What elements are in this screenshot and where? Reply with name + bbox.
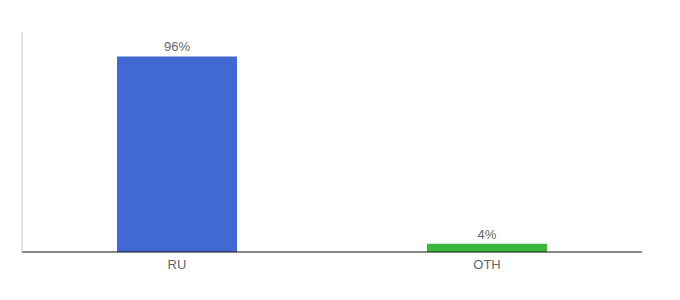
svg-text:4%: 4% — [478, 227, 497, 242]
svg-text:96%: 96% — [164, 39, 190, 54]
svg-text:OTH: OTH — [473, 257, 500, 272]
svg-text:RU: RU — [168, 257, 187, 272]
